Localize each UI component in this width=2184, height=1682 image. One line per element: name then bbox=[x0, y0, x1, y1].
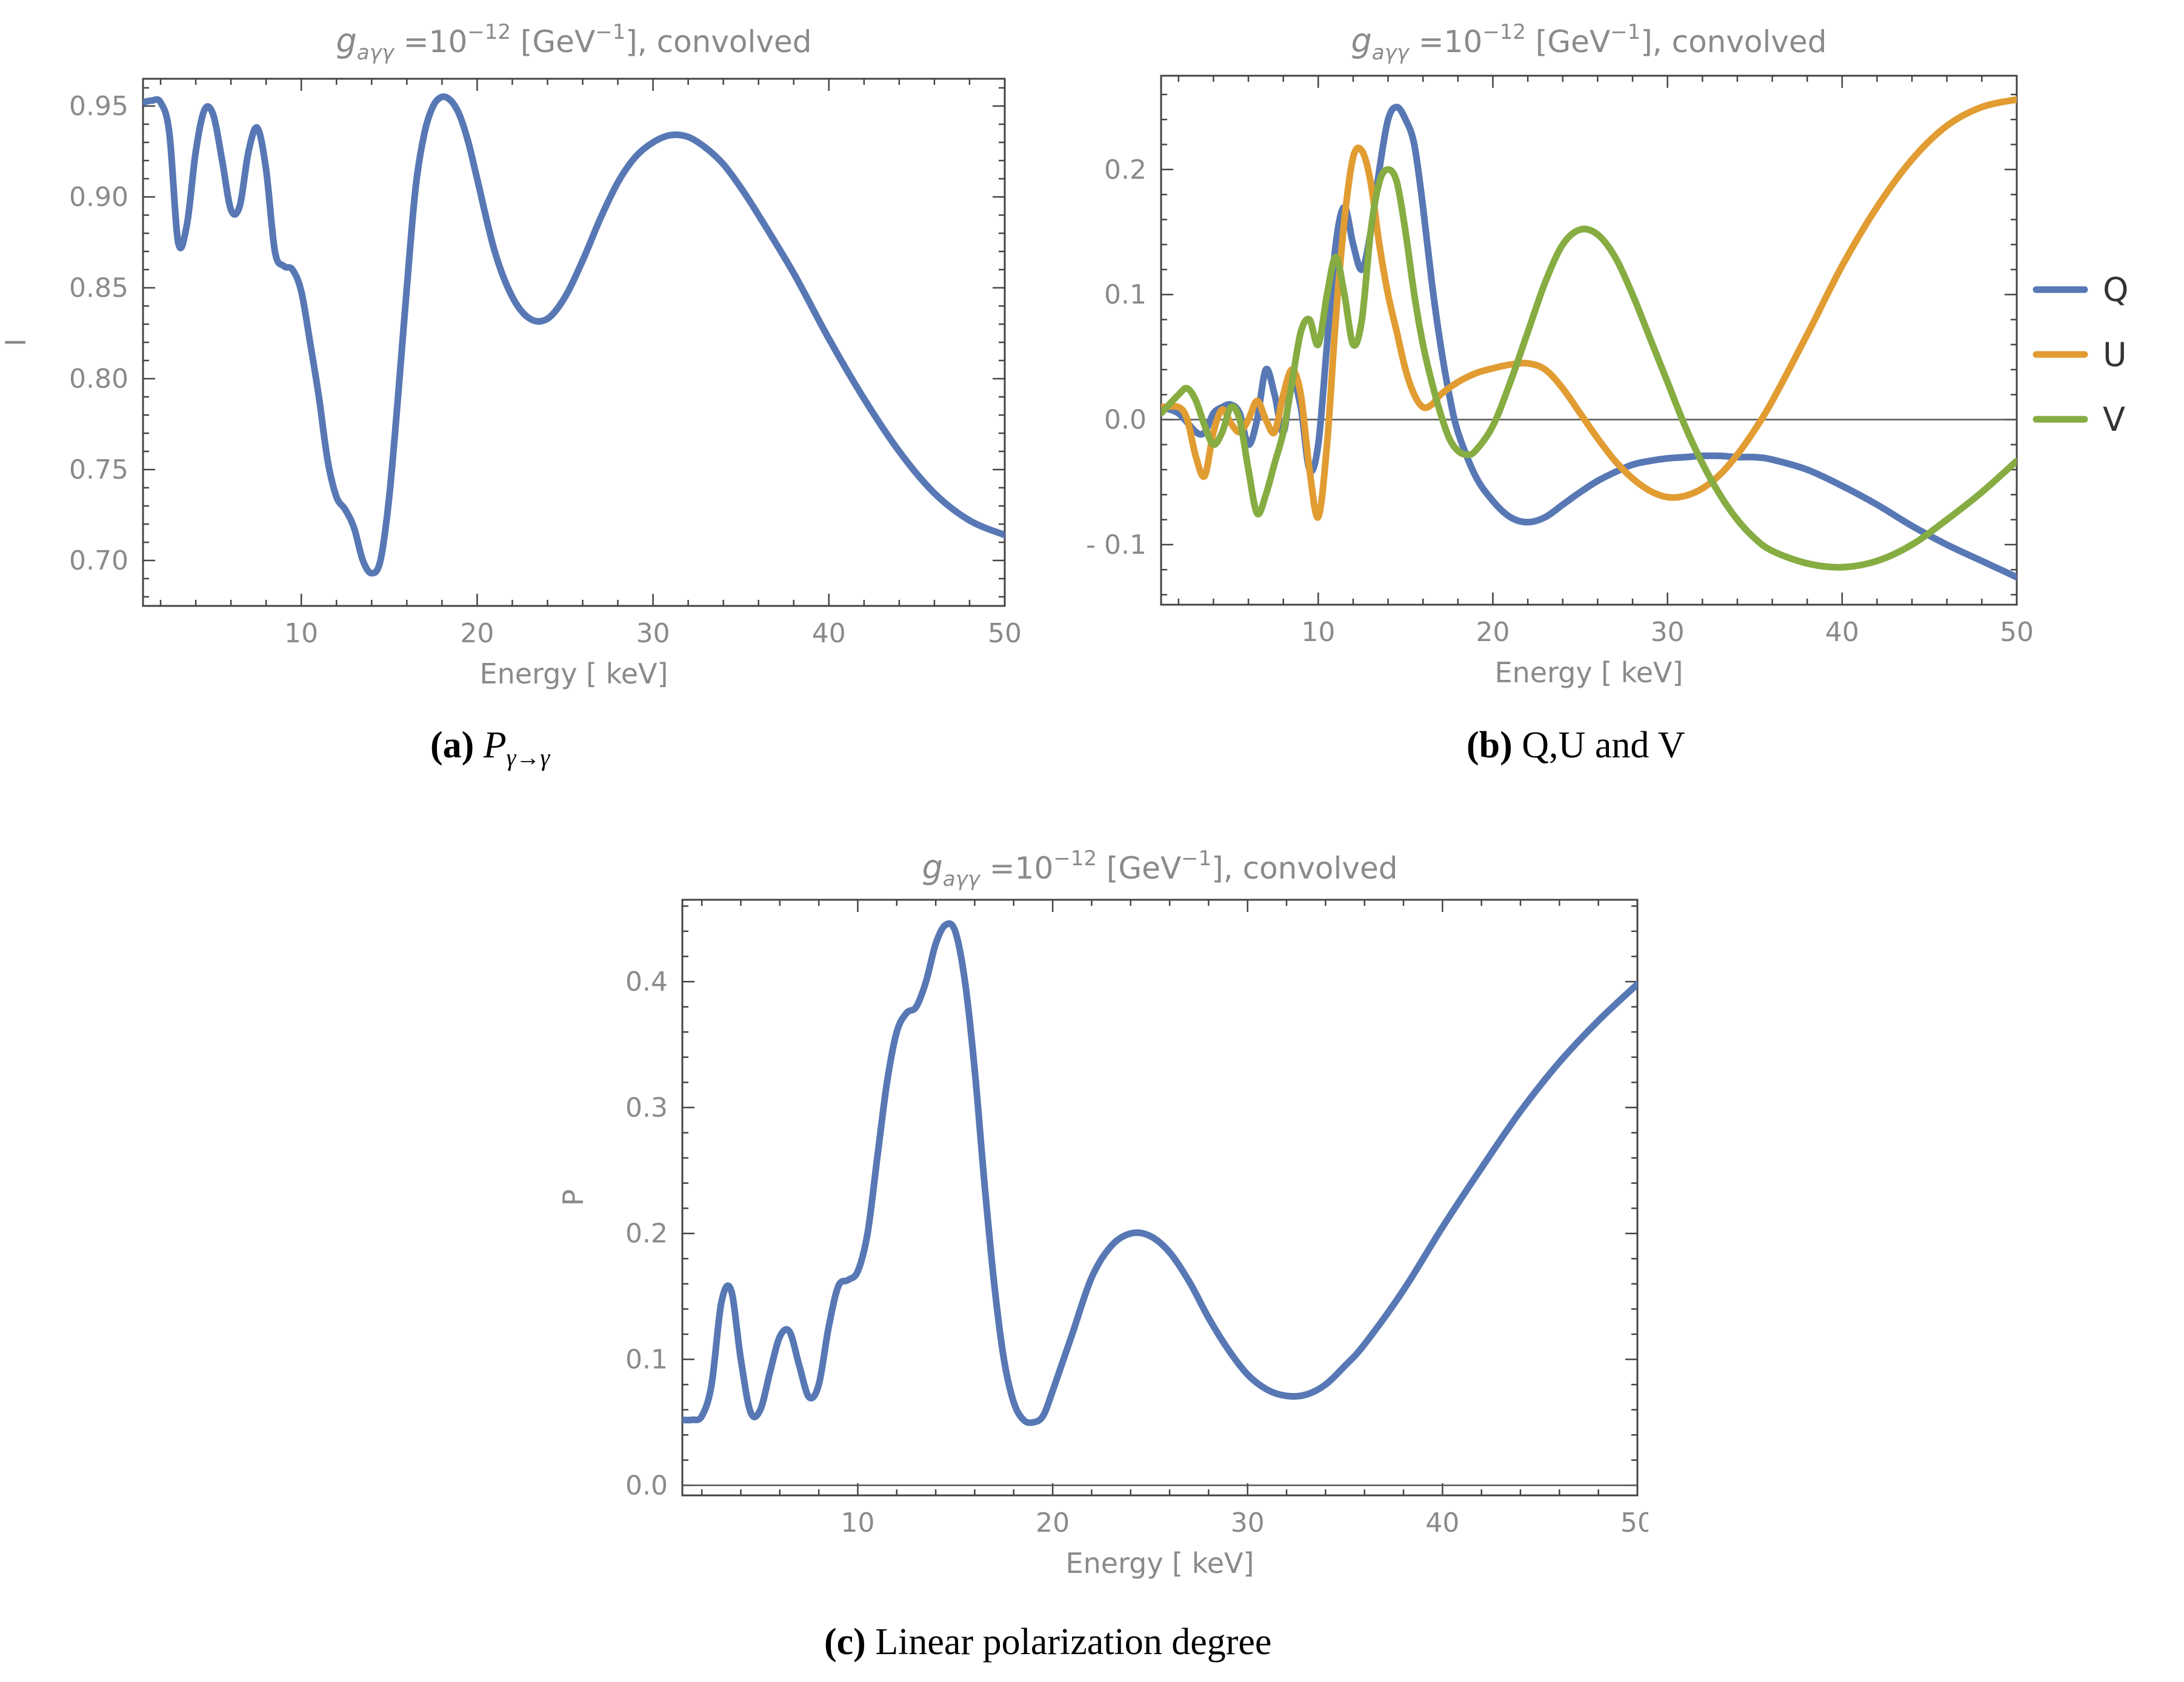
legend-label-u: U bbox=[2103, 336, 2127, 374]
chart-b-xtick-label: 30 bbox=[1651, 617, 1685, 648]
chart-a: gaγγ =10−12 [GeV−1], convolved 10 20 30 40 50… bbox=[0, 20, 1022, 690]
chart-c-xtick-label: 40 bbox=[1425, 1507, 1459, 1538]
chart-b-ytick-label: 0.1 bbox=[1104, 279, 1147, 310]
chart-c-series-p bbox=[682, 920, 1637, 1426]
chart-a-xtick-label: 50 bbox=[988, 618, 1022, 649]
caption-a-subscript: γ→γ bbox=[506, 743, 550, 771]
chart-a-xtick-label: 40 bbox=[812, 618, 846, 649]
chart-a-ytick-label: 0.90 bbox=[69, 182, 128, 213]
chart-c-ytick-label: 0.1 bbox=[625, 1345, 668, 1375]
chart-b-title: gaγγ =10−12 [GeV−1], convolved bbox=[1351, 20, 1826, 65]
chart-a-xtick-label: 20 bbox=[460, 618, 494, 649]
chart-b-frame bbox=[1160, 75, 2018, 606]
caption-a: (a) Pγ→γ bbox=[430, 724, 550, 771]
chart-a-frame bbox=[142, 78, 1006, 607]
chart-c-xtick-label: 10 bbox=[841, 1507, 874, 1538]
chart-b-series-q bbox=[1161, 104, 2017, 581]
chart-a-xtick-label: 30 bbox=[636, 618, 670, 649]
chart-panel-a: gaγγ =10−12 [GeV−1], convolved 10 20 30 40 50… bbox=[0, 0, 1030, 715]
chart-c: gaγγ =10−12 [GeV−1], convolved 10 20 30 40 50… bbox=[558, 846, 1648, 1580]
caption-a-label: (a) bbox=[430, 725, 474, 766]
caption-c-label: (c) bbox=[824, 1621, 866, 1663]
chart-b-xtick-label: 40 bbox=[1825, 617, 1859, 648]
caption-b: (b) Q,U and V bbox=[1467, 724, 1685, 767]
chart-b-xtick-label: 10 bbox=[1301, 617, 1335, 648]
chart-a-ytick-label: 0.85 bbox=[69, 273, 128, 304]
chart-b-series-u bbox=[1161, 96, 2017, 521]
chart-c-xlabel: Energy [ keV] bbox=[1066, 1547, 1254, 1580]
chart-panel-c: gaγγ =10−12 [GeV−1], convolved 10 20 30 40 50… bbox=[558, 824, 1648, 1612]
chart-c-frame bbox=[681, 899, 1639, 1497]
chart-a-ylabel: I bbox=[0, 338, 32, 347]
chart-b: gaγγ =10−12 [GeV−1], convolved 10 20 30 40 50… bbox=[1086, 20, 2129, 689]
chart-a-ytick-label: 0.75 bbox=[69, 454, 128, 485]
caption-b-label: (b) bbox=[1467, 725, 1513, 766]
chart-a-ytick-label: 0.70 bbox=[69, 545, 128, 576]
legend-label-v: V bbox=[2103, 401, 2125, 439]
chart-a-ytick-label: 0.80 bbox=[69, 364, 128, 394]
chart-c-ytick-label: 0.3 bbox=[625, 1092, 668, 1123]
chart-b-xtick-label: 20 bbox=[1476, 617, 1510, 648]
chart-c-xtick-label: 20 bbox=[1036, 1507, 1070, 1538]
caption-b-text: Q,U and V bbox=[1522, 725, 1685, 766]
chart-c-xtick-label: 50 bbox=[1620, 1507, 1648, 1538]
legend-label-q: Q bbox=[2103, 271, 2129, 309]
chart-c-ytick-label: 0.0 bbox=[625, 1470, 668, 1501]
chart-a-xlabel: Energy [ keV] bbox=[480, 657, 668, 690]
chart-c-ylabel: P bbox=[558, 1189, 590, 1206]
caption-c-text: Linear polarization degree bbox=[875, 1621, 1272, 1663]
chart-a-xtick-label: 10 bbox=[284, 618, 318, 649]
chart-b-ytick-label: 0.2 bbox=[1104, 155, 1147, 185]
chart-b-ytick-label: - 0.1 bbox=[1086, 530, 1147, 560]
chart-panel-b: gaγγ =10−12 [GeV−1], convolved 10 20 30 40 50… bbox=[1030, 0, 2184, 715]
caption-c: (c) Linear polarization degree bbox=[824, 1621, 1271, 1664]
chart-c-title: gaγγ =10−12 [GeV−1], convolved bbox=[922, 846, 1397, 891]
chart-b-ytick-label: 0.0 bbox=[1104, 405, 1147, 436]
caption-a-symbol: P bbox=[483, 725, 507, 766]
chart-b-xtick-label: 50 bbox=[2000, 617, 2034, 648]
chart-c-ytick-label: 0.2 bbox=[625, 1218, 668, 1249]
chart-a-series-i bbox=[143, 93, 1005, 577]
chart-c-xtick-label: 30 bbox=[1231, 1507, 1265, 1538]
chart-a-ytick-label: 0.95 bbox=[69, 91, 128, 122]
chart-b-xlabel: Energy [ keV] bbox=[1495, 656, 1683, 689]
chart-b-series-v bbox=[1161, 166, 2017, 571]
chart-c-ytick-label: 0.4 bbox=[625, 966, 668, 997]
chart-a-title: gaγγ =10−12 [GeV−1], convolved bbox=[336, 20, 811, 65]
